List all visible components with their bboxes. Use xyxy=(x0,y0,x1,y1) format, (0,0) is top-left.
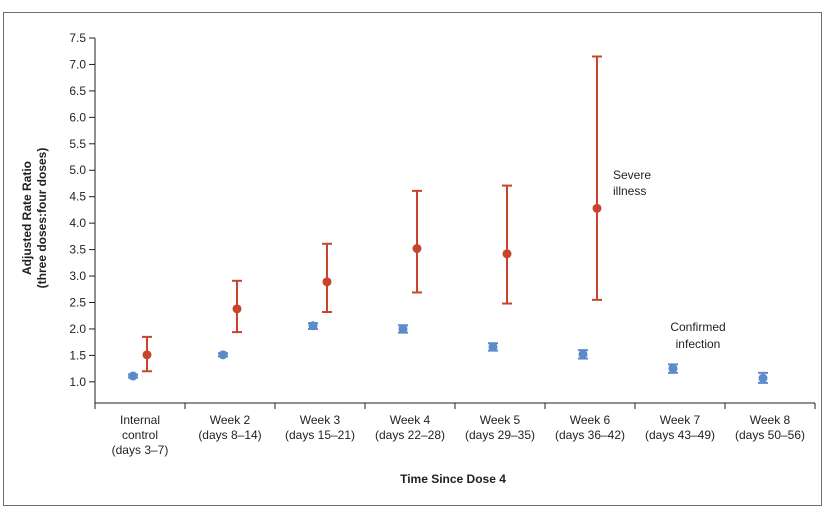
severe-illness-point xyxy=(142,350,152,360)
confirmed-infection-point-group xyxy=(308,321,318,331)
x-category-label: (days 15–21) xyxy=(285,428,355,442)
confirmed-infection-point-group xyxy=(218,350,228,360)
x-category-label: Week 5 xyxy=(480,413,521,427)
y-tick-label: 1.5 xyxy=(69,348,86,362)
confirmed-infection-point-group xyxy=(398,324,408,334)
y-axis-label-line-2: (three doses:four doses) xyxy=(35,148,49,289)
x-category-label: (days 29–35) xyxy=(465,428,535,442)
severe-illness-point-group xyxy=(502,184,512,305)
y-tick-label: 7.0 xyxy=(69,57,86,71)
severe-illness-point-group xyxy=(142,335,152,373)
severe-illness-annotation-line-1: Severe xyxy=(613,168,651,182)
severe-illness-point-group xyxy=(322,242,332,314)
y-tick-label: 3.0 xyxy=(69,269,86,283)
x-category-label: Week 4 xyxy=(390,413,431,427)
y-axis-label-line-1: Adjusted Rate Ratio xyxy=(20,161,34,275)
chart-marks xyxy=(128,55,768,384)
x-category-label: Week 7 xyxy=(660,413,701,427)
severe-illness-point-group xyxy=(232,279,242,334)
severe-illness-point xyxy=(502,249,512,259)
severe-illness-point xyxy=(412,244,422,254)
y-tick-label: 6.5 xyxy=(69,84,86,98)
y-tick-label: 2.5 xyxy=(69,295,86,309)
x-axis-label: Time Since Dose 4 xyxy=(400,472,506,486)
severe-illness-point xyxy=(592,203,602,213)
x-category-label: (days 3–7) xyxy=(112,443,169,457)
y-tick-label: 4.5 xyxy=(69,190,86,204)
y-tick-label: 2.0 xyxy=(69,322,86,336)
severe-illness-annotation-line-2: illness xyxy=(613,184,646,198)
x-category-label: (days 36–42) xyxy=(555,428,625,442)
confirmed-infection-point xyxy=(668,364,678,374)
confirmed-infection-annotation-line-1: Confirmed xyxy=(670,320,725,334)
confirmed-infection-point-group xyxy=(668,363,678,374)
x-category-label: (days 8–14) xyxy=(198,428,261,442)
x-category-label: Internal xyxy=(120,413,160,427)
confirmed-infection-point xyxy=(758,373,768,383)
x-category-label: (days 22–28) xyxy=(375,428,445,442)
confirmed-infection-point xyxy=(578,349,588,359)
y-tick-label: 4.0 xyxy=(69,216,86,230)
severe-illness-point xyxy=(232,304,242,314)
severe-illness-point-group xyxy=(412,189,422,294)
y-tick-label: 6.0 xyxy=(69,110,86,124)
x-category-label: (days 50–56) xyxy=(735,428,805,442)
confirmed-infection-point-group xyxy=(578,349,588,360)
y-tick-label: 5.0 xyxy=(69,163,86,177)
confirmed-infection-point xyxy=(398,324,408,334)
x-category-label: Week 6 xyxy=(570,413,611,427)
confirmed-infection-point-group xyxy=(758,371,768,384)
x-category-label: (days 43–49) xyxy=(645,428,715,442)
severe-illness-point-group xyxy=(592,55,602,301)
confirmed-infection-point-group xyxy=(488,342,498,352)
y-tick-label: 3.5 xyxy=(69,243,86,257)
severe-illness-point xyxy=(322,277,332,287)
confirmed-infection-point xyxy=(488,342,498,352)
confirmed-infection-point xyxy=(218,350,228,360)
chart-frame xyxy=(3,12,822,506)
y-axis: 1.0 1.5 2.0 2.5 3.0 3.5 4.0 4.5 5.0 5.5 6.0 6.5 7.0 7… xyxy=(69,31,96,403)
x-category-label: Week 2 xyxy=(210,413,251,427)
x-category-label: control xyxy=(122,428,158,442)
x-category-label: Week 8 xyxy=(750,413,791,427)
y-tick-label: 1.0 xyxy=(69,375,86,389)
confirmed-infection-point xyxy=(308,321,318,331)
confirmed-infection-point-group xyxy=(128,371,138,381)
y-tick-label: 5.5 xyxy=(69,137,86,151)
x-category-label: Week 3 xyxy=(300,413,341,427)
y-tick-label: 7.5 xyxy=(69,31,86,45)
confirmed-infection-annotation-line-2: infection xyxy=(676,337,721,351)
confirmed-infection-point xyxy=(128,371,138,381)
